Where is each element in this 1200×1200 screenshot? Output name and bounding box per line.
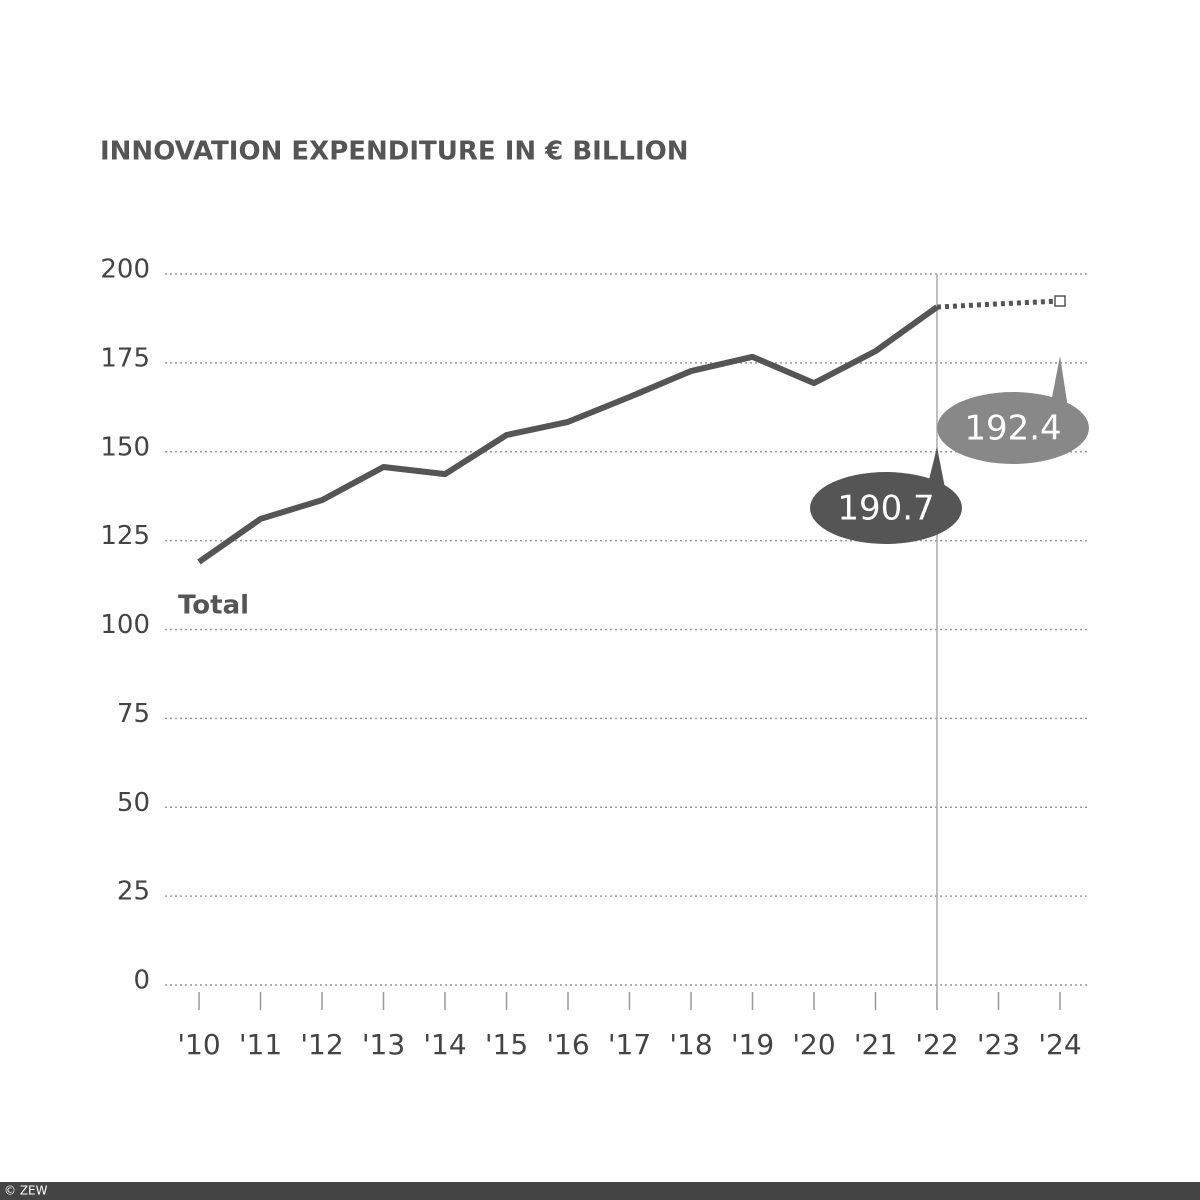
x-tick-label: '23 [977,1028,1020,1061]
y-tick-label: 100 [100,610,150,640]
value-label: 192.4 [964,409,1061,449]
end-marker [1054,295,1066,307]
x-tick-label: '11 [239,1028,282,1061]
callout-pointer [927,447,945,488]
y-tick-label: 50 [117,788,150,818]
x-tick-label: '21 [854,1028,897,1061]
chart-title: INNOVATION EXPENDITURE IN € BILLION [100,137,689,167]
x-tick-label: '14 [423,1028,466,1061]
x-tick-label: '20 [792,1028,835,1061]
y-tick-label: 25 [117,877,150,907]
callout [810,472,962,544]
series-label: Total [178,591,249,621]
callout-pointer [1050,356,1068,408]
x-tick-label: '15 [485,1028,528,1061]
callout [937,392,1089,464]
x-tick-label: '13 [362,1028,405,1061]
x-tick-label: '18 [669,1028,712,1061]
footer-band [0,1182,1200,1200]
y-tick-label: 150 [100,432,150,462]
y-tick-label: 200 [100,255,150,285]
x-tick-label: '22 [915,1028,958,1061]
y-tick-label: 125 [100,521,150,551]
x-tick-label: '19 [731,1028,774,1061]
x-tick-label: '24 [1038,1028,1081,1061]
credit: © ZEW [4,1184,48,1198]
y-tick-label: 0 [133,966,150,996]
x-tick-label: '12 [300,1028,343,1061]
x-tick-label: '10 [177,1028,220,1061]
x-tick-label: '16 [546,1028,589,1061]
y-tick-label: 175 [100,343,150,373]
y-tick-label: 75 [117,699,150,729]
series-line [197,304,939,565]
x-tick-label: '17 [608,1028,651,1061]
value-label: 190.7 [837,489,934,529]
